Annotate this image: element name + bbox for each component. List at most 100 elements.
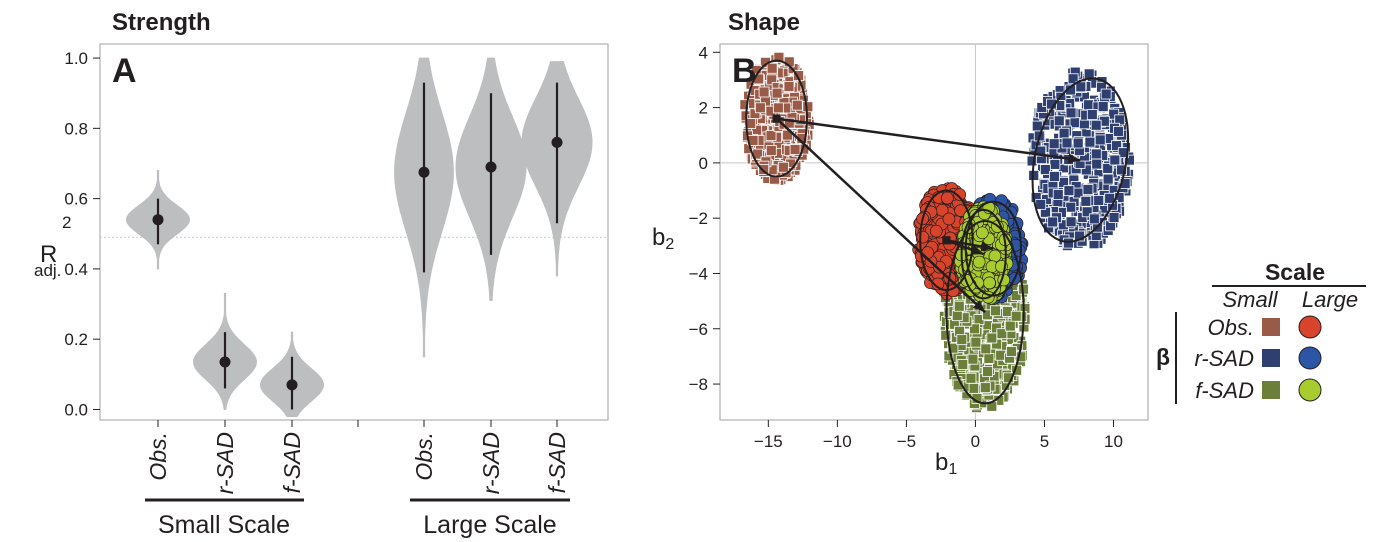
- point: [1080, 164, 1092, 176]
- point: [791, 99, 803, 111]
- legend-small-marker: [1262, 349, 1280, 367]
- y-axis-label-sup: 2: [62, 213, 71, 232]
- point: [1108, 108, 1120, 120]
- y-tick-label: 0.4: [64, 260, 88, 279]
- legend-row-label: r-SAD: [1195, 346, 1255, 371]
- legend-beta: β: [1156, 344, 1170, 370]
- point: [783, 117, 795, 129]
- point: [975, 226, 989, 240]
- point: [916, 230, 930, 244]
- point: [1083, 99, 1094, 111]
- x-axis-label: b1: [935, 449, 957, 478]
- violin-median: [219, 356, 231, 368]
- point: [921, 246, 935, 260]
- point: [758, 164, 770, 175]
- point: [1090, 148, 1102, 160]
- x-tick-label: 0: [971, 432, 980, 451]
- point: [1082, 184, 1094, 195]
- point: [1010, 310, 1022, 322]
- point: [1065, 201, 1077, 213]
- point: [1049, 171, 1060, 182]
- point: [1006, 346, 1017, 357]
- ellipses: [745, 59, 1130, 405]
- y-axis-label-sub: adj.: [34, 261, 61, 280]
- point: [983, 353, 995, 364]
- category-label: r-SAD: [212, 432, 238, 494]
- confidence-ellipse: [960, 208, 1007, 300]
- y-tick-label: −8: [689, 375, 708, 394]
- x-tick-label: −15: [754, 432, 783, 451]
- point: [1047, 216, 1059, 228]
- point: [1102, 163, 1114, 174]
- point: [1104, 192, 1116, 204]
- point: [1084, 136, 1096, 148]
- legend-small-marker: [1262, 381, 1280, 399]
- arrow-head: [970, 245, 984, 255]
- legend: Scale Small Large β Obs. r-SAD f-SAD: [1156, 259, 1366, 404]
- arrow-head: [980, 241, 994, 252]
- violin-median: [418, 166, 430, 178]
- point: [1088, 213, 1100, 225]
- point: [1058, 127, 1070, 139]
- point: [1026, 155, 1038, 167]
- arrow-line: [776, 117, 1081, 162]
- point: [1090, 119, 1102, 131]
- panel-a-categories: Obs. r-SAD f-SAD Obs. r-SAD f-SAD: [145, 420, 570, 494]
- point: [1072, 137, 1084, 149]
- legend-title: Scale: [1265, 259, 1325, 285]
- y-tick-label: 1.0: [64, 49, 88, 68]
- category-label: Obs.: [411, 432, 437, 481]
- point: [972, 255, 986, 269]
- point: [983, 276, 996, 290]
- point-clouds: [739, 51, 1135, 414]
- point: [1081, 206, 1093, 218]
- point: [1039, 164, 1051, 175]
- point: [1061, 137, 1073, 149]
- point: [1080, 195, 1092, 207]
- y-tick-label: 0: [699, 154, 708, 173]
- legend-large-marker: [1298, 346, 1322, 370]
- point: [1111, 140, 1122, 152]
- y-tick-label: 0.8: [64, 119, 88, 138]
- y-tick-label: 2: [699, 99, 708, 118]
- point: [777, 161, 789, 173]
- confidence-ellipse: [1031, 77, 1130, 243]
- y-tick-label: −2: [689, 209, 708, 228]
- violin-median: [551, 136, 563, 148]
- point: [1058, 176, 1069, 188]
- point: [1063, 237, 1074, 249]
- point: [771, 87, 783, 99]
- panel-b-label: B: [732, 52, 757, 90]
- y-tick-label: 0.2: [64, 330, 88, 349]
- legend-small-marker: [1262, 318, 1280, 336]
- legend-large-marker: [1298, 378, 1322, 402]
- point: [990, 305, 1001, 317]
- point: [765, 145, 777, 156]
- point: [758, 86, 770, 98]
- point: [1063, 185, 1075, 197]
- violins: [125, 57, 593, 417]
- legend-row-label: Obs.: [1208, 315, 1254, 340]
- violin-median: [152, 214, 164, 226]
- point: [1010, 290, 1022, 301]
- point: [802, 101, 814, 113]
- group-label-large: Large Scale: [423, 511, 556, 539]
- point: [1035, 198, 1047, 210]
- point: [953, 300, 965, 312]
- point: [1113, 125, 1124, 137]
- y-tick-label: 4: [699, 43, 708, 62]
- arrow-line: [775, 117, 986, 314]
- point: [765, 130, 777, 142]
- point: [1091, 158, 1103, 170]
- point: [1093, 195, 1105, 206]
- point: [1065, 216, 1077, 228]
- point: [968, 382, 980, 394]
- point: [929, 224, 943, 238]
- panel-a: Strength A 0.0 0.2 0.4 0.6 0.8 1.0 Obs. r-SAD f…: [34, 9, 609, 539]
- legend-col-small: Small: [1222, 287, 1278, 312]
- point: [947, 342, 959, 354]
- y-tick-label: 0.0: [64, 400, 88, 419]
- point: [942, 212, 956, 226]
- category-label: f-SAD: [279, 432, 305, 493]
- category-label: Obs.: [145, 432, 171, 481]
